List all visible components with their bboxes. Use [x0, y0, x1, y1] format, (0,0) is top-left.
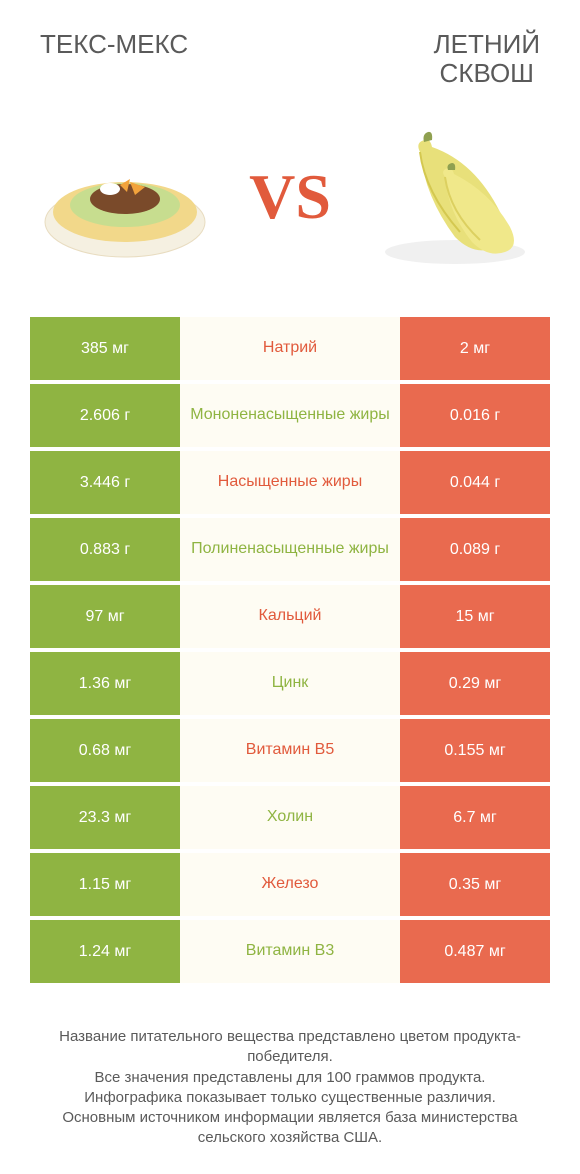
nutrient-label: Витамин B3 — [180, 920, 400, 983]
footer-notes: Название питательного вещества представл… — [0, 987, 580, 1149]
comparison-table: 385 мгНатрий2 мг2.606 гМононенасыщенные … — [0, 317, 580, 983]
left-value: 1.15 мг — [30, 853, 180, 916]
table-row: 97 мгКальций15 мг — [30, 585, 550, 648]
table-row: 1.15 мгЖелезо0.35 мг — [30, 853, 550, 916]
left-value: 0.68 мг — [30, 719, 180, 782]
right-value: 0.487 мг — [400, 920, 550, 983]
left-value: 23.3 мг — [30, 786, 180, 849]
nutrient-label: Кальций — [180, 585, 400, 648]
right-value: 0.089 г — [400, 518, 550, 581]
nutrient-label: Холин — [180, 786, 400, 849]
squash-image — [360, 122, 550, 272]
right-value: 0.016 г — [400, 384, 550, 447]
left-value: 0.883 г — [30, 518, 180, 581]
nutrient-label: Цинк — [180, 652, 400, 715]
footer-line: Основным источником информации является … — [30, 1108, 550, 1149]
left-value: 2.606 г — [30, 384, 180, 447]
footer-line: Все значения представлены для 100 граммо… — [30, 1068, 550, 1088]
nutrient-label: Насыщенные жиры — [180, 451, 400, 514]
left-value: 3.446 г — [30, 451, 180, 514]
right-value: 0.35 мг — [400, 853, 550, 916]
table-row: 1.24 мгВитамин B30.487 мг — [30, 920, 550, 983]
table-row: 385 мгНатрий2 мг — [30, 317, 550, 380]
left-value: 385 мг — [30, 317, 180, 380]
vs-label: VS — [249, 160, 331, 234]
header: ТЕКС-МЕКС ЛЕТНИЙ СКВОШ — [0, 0, 580, 97]
nutrient-label: Натрий — [180, 317, 400, 380]
right-value: 0.044 г — [400, 451, 550, 514]
nutrient-label: Железо — [180, 853, 400, 916]
table-row: 0.68 мгВитамин B50.155 мг — [30, 719, 550, 782]
table-row: 3.446 гНасыщенные жиры0.044 г — [30, 451, 550, 514]
right-value: 15 мг — [400, 585, 550, 648]
footer-line: Инфографика показывает только существенн… — [30, 1088, 550, 1108]
nutrient-label: Мононенасыщенные жиры — [180, 384, 400, 447]
table-row: 0.883 гПолиненасыщенные жиры0.089 г — [30, 518, 550, 581]
left-value: 1.36 мг — [30, 652, 180, 715]
table-row: 1.36 мгЦинк0.29 мг — [30, 652, 550, 715]
left-product-title: ТЕКС-МЕКС — [40, 30, 188, 87]
right-value: 0.155 мг — [400, 719, 550, 782]
right-value: 6.7 мг — [400, 786, 550, 849]
left-value: 1.24 мг — [30, 920, 180, 983]
footer-line: Название питательного вещества представл… — [30, 1027, 550, 1068]
table-row: 23.3 мгХолин6.7 мг — [30, 786, 550, 849]
nutrient-label: Полиненасыщенные жиры — [180, 518, 400, 581]
nutrient-label: Витамин B5 — [180, 719, 400, 782]
right-value: 0.29 мг — [400, 652, 550, 715]
right-value: 2 мг — [400, 317, 550, 380]
tex-mex-image — [30, 122, 220, 272]
left-value: 97 мг — [30, 585, 180, 648]
product-images-row: VS — [0, 97, 580, 317]
table-row: 2.606 гМононенасыщенные жиры0.016 г — [30, 384, 550, 447]
right-product-title: ЛЕТНИЙ СКВОШ — [434, 30, 540, 87]
